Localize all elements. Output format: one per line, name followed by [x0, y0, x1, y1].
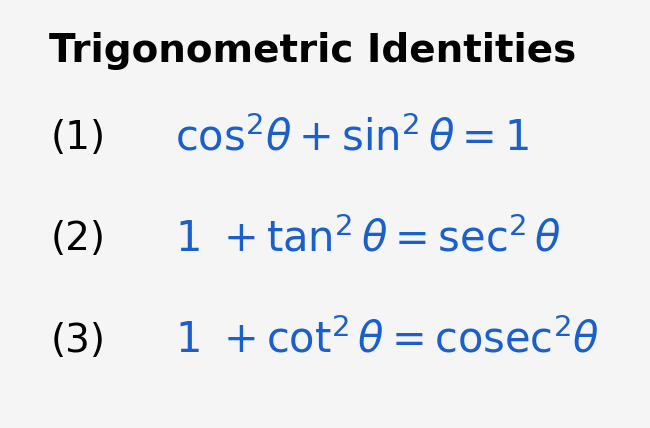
Text: $1\ + \tan^2\theta = \sec^2\theta$: $1\ + \tan^2\theta = \sec^2\theta$ [175, 218, 561, 261]
Text: (2): (2) [51, 220, 106, 259]
Text: $1\ + \cot^2\theta = \mathrm{cosec}^2\theta$: $1\ + \cot^2\theta = \mathrm{cosec}^2\th… [175, 319, 599, 362]
Text: $\cos^2\!\theta + \sin^2\theta = 1$: $\cos^2\!\theta + \sin^2\theta = 1$ [175, 117, 529, 159]
Text: Trigonometric Identities: Trigonometric Identities [49, 33, 576, 70]
Text: (1): (1) [51, 119, 106, 157]
Text: (3): (3) [51, 322, 106, 360]
